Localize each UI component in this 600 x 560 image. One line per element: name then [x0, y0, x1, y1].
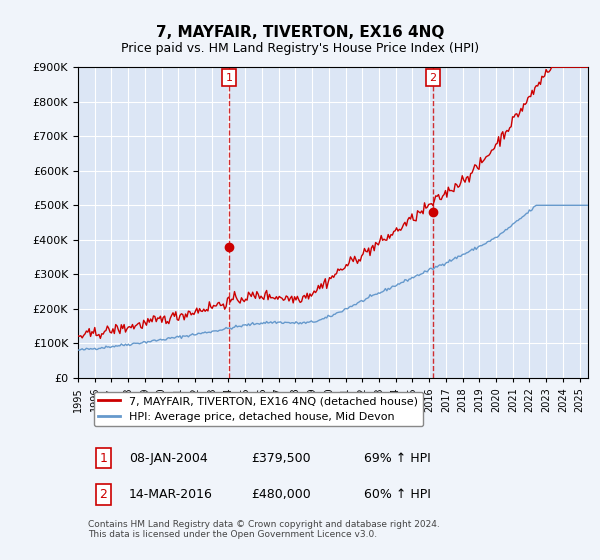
Text: 60% ↑ HPI: 60% ↑ HPI	[364, 488, 430, 501]
Text: 2: 2	[429, 73, 436, 82]
Text: 08-JAN-2004: 08-JAN-2004	[129, 452, 208, 465]
Text: Price paid vs. HM Land Registry's House Price Index (HPI): Price paid vs. HM Land Registry's House …	[121, 42, 479, 55]
Text: £379,500: £379,500	[251, 452, 311, 465]
Text: 7, MAYFAIR, TIVERTON, EX16 4NQ: 7, MAYFAIR, TIVERTON, EX16 4NQ	[156, 25, 444, 40]
Text: 14-MAR-2016: 14-MAR-2016	[129, 488, 213, 501]
Text: 1: 1	[100, 452, 107, 465]
Text: Contains HM Land Registry data © Crown copyright and database right 2024.
This d: Contains HM Land Registry data © Crown c…	[88, 520, 440, 539]
Text: 1: 1	[226, 73, 232, 82]
Legend: 7, MAYFAIR, TIVERTON, EX16 4NQ (detached house), HPI: Average price, detached ho: 7, MAYFAIR, TIVERTON, EX16 4NQ (detached…	[94, 392, 423, 426]
Text: 2: 2	[100, 488, 107, 501]
Text: 69% ↑ HPI: 69% ↑ HPI	[364, 452, 430, 465]
Text: £480,000: £480,000	[251, 488, 311, 501]
